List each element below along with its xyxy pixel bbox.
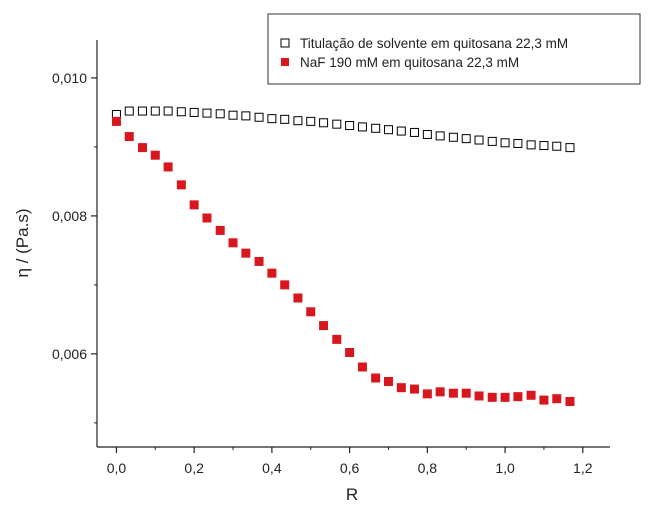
y-axis-title: η / (Pa.s) [13, 209, 32, 278]
data-point [306, 307, 316, 317]
data-point [565, 143, 575, 153]
x-axis-title: R [346, 485, 358, 504]
data-point [176, 107, 186, 117]
data-point [332, 334, 342, 344]
data-point [124, 106, 134, 116]
legend-label-series-2: NaF 190 mM em quitosana 22,3 mM [300, 55, 519, 70]
legend-marker-series-1 [280, 38, 290, 48]
data-point [422, 130, 432, 140]
data-point [396, 126, 406, 136]
data-point [124, 132, 134, 142]
x-tick-label: 0,4 [262, 460, 282, 476]
x-tick-label: 1,2 [573, 460, 593, 476]
data-point [448, 388, 458, 398]
legend-label-series-1: Titulação de solvente em quitosana 22,3 … [300, 36, 568, 51]
data-point [163, 162, 173, 172]
data-point [422, 389, 432, 399]
data-point [383, 376, 393, 386]
data-point [357, 122, 367, 132]
data-point [500, 138, 510, 148]
data-point [241, 111, 251, 121]
data-point [345, 347, 355, 357]
legend: Titulação de solvente em quitosana 22,3 … [267, 13, 641, 85]
data-point [332, 119, 342, 129]
data-point [435, 131, 445, 141]
x-tick-label: 0,6 [340, 460, 360, 476]
data-point [319, 321, 329, 331]
legend-box [267, 13, 641, 85]
data-point [552, 141, 562, 151]
y-tick-label: 0,010 [52, 70, 87, 86]
data-point [111, 116, 121, 126]
data-point [474, 391, 484, 401]
data-point [539, 141, 549, 151]
data-point [410, 127, 420, 137]
data-point [319, 118, 329, 128]
data-point [474, 135, 484, 145]
data-point [280, 114, 290, 124]
data-point [513, 138, 523, 148]
series-2 [111, 116, 575, 406]
data-point [448, 132, 458, 142]
data-series [111, 106, 575, 406]
y-axis-ticks: 0,006 0,008 0,010 [52, 70, 97, 424]
data-point [267, 268, 277, 278]
x-tick-label: 0,8 [418, 460, 438, 476]
data-point [487, 392, 497, 402]
data-point [565, 396, 575, 406]
data-point [371, 373, 381, 383]
x-tick-label: 0,2 [184, 460, 204, 476]
x-tick-label: 0,0 [107, 460, 127, 476]
data-point [383, 125, 393, 135]
data-point [345, 121, 355, 131]
data-point [150, 150, 160, 160]
data-point [280, 280, 290, 290]
data-point [371, 123, 381, 133]
data-point [215, 225, 225, 235]
data-point [189, 200, 199, 210]
data-point [435, 387, 445, 397]
data-point [202, 108, 212, 118]
data-point [293, 116, 303, 126]
data-point [228, 238, 238, 248]
x-tick-label: 1,0 [495, 460, 515, 476]
data-point [526, 140, 536, 150]
data-point [241, 248, 251, 258]
x-axis-ticks: 0,0 0,2 0,4 0,6 0,8 1,0 1,2 [107, 447, 593, 476]
data-point [500, 392, 510, 402]
data-point [254, 256, 264, 266]
data-point [137, 106, 147, 116]
data-point [461, 388, 471, 398]
data-point [461, 134, 471, 144]
data-point [254, 112, 264, 122]
y-tick-label: 0,008 [52, 208, 87, 224]
data-point [137, 143, 147, 153]
data-point [163, 106, 173, 116]
data-point [513, 392, 523, 402]
data-point [552, 394, 562, 404]
data-point [215, 109, 225, 119]
data-point [357, 362, 367, 372]
data-point [306, 116, 316, 126]
data-point [487, 136, 497, 146]
data-point [176, 180, 186, 190]
data-point [189, 107, 199, 117]
legend-marker-series-2 [281, 58, 289, 66]
data-point [526, 390, 536, 400]
data-point [410, 384, 420, 394]
y-tick-label: 0,006 [52, 346, 87, 362]
data-point [293, 293, 303, 303]
data-point [150, 106, 160, 116]
data-point [396, 383, 406, 393]
data-point [267, 114, 277, 124]
data-point [228, 110, 238, 120]
series-1 [111, 106, 575, 153]
data-point [539, 395, 549, 405]
data-point [202, 213, 212, 223]
